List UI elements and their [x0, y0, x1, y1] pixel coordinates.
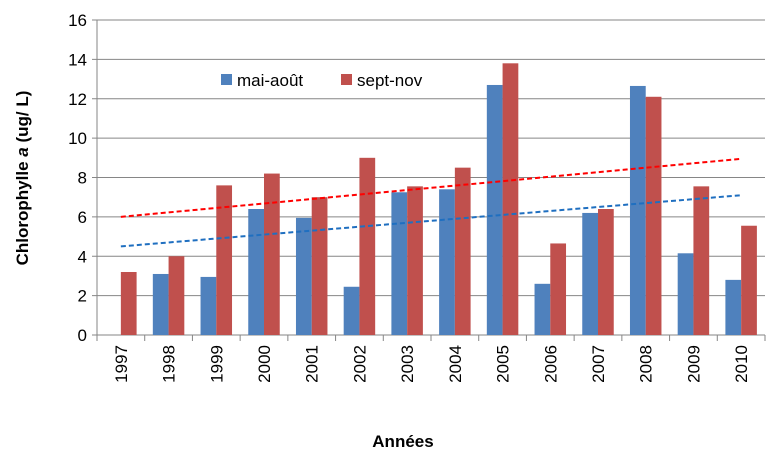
bar [248, 209, 264, 335]
bar [295, 217, 312, 335]
bar [582, 212, 598, 335]
bar [502, 63, 519, 335]
bar [725, 279, 742, 335]
x-tick-label: 2002 [350, 345, 369, 383]
x-tick-label: 2006 [541, 345, 560, 383]
y-title-part: Chlorophylle [13, 161, 32, 265]
bar [391, 192, 408, 335]
x-tick-label: 1999 [207, 345, 226, 383]
bar [359, 157, 376, 335]
x-tick-label: 1998 [160, 345, 179, 383]
y-tick-label: 6 [78, 208, 87, 227]
y-axis-title: Chlorophylle a (ug/ L) [13, 91, 32, 266]
bar [741, 225, 757, 335]
y-title-part: (ug/ L) [13, 91, 32, 143]
bar [486, 84, 503, 335]
y-tick-label: 8 [78, 169, 87, 188]
y-tick-label: 16 [68, 11, 87, 30]
bar [200, 276, 217, 335]
bar [407, 186, 423, 335]
bar [168, 256, 185, 335]
bar [693, 186, 710, 335]
legend-swatch [341, 74, 352, 85]
x-tick-label: 2005 [494, 345, 513, 383]
y-tick-label: 0 [78, 326, 87, 345]
bar [598, 209, 614, 335]
bar [120, 272, 137, 335]
bar [311, 197, 328, 335]
y-tick-label: 14 [68, 50, 87, 69]
y-tick-label: 12 [68, 90, 87, 109]
bar [454, 167, 471, 335]
bar [534, 283, 551, 335]
bar [439, 189, 455, 335]
x-tick-label: 2000 [255, 345, 274, 383]
y-tick-label: 10 [68, 129, 87, 148]
bar [152, 273, 169, 335]
x-tick-label: 2010 [732, 345, 751, 383]
y-tick-label: 2 [78, 287, 87, 306]
x-tick-label: 1997 [112, 345, 131, 383]
y-tick-label: 4 [78, 247, 87, 266]
legend-swatch [221, 74, 232, 85]
x-tick-label: 2004 [446, 345, 465, 383]
x-tick-label: 2009 [684, 345, 703, 383]
bar [677, 253, 694, 335]
bar [216, 185, 233, 335]
x-tick-label: 2001 [303, 345, 322, 383]
legend-label: mai-août [237, 71, 303, 90]
bar [629, 85, 646, 335]
x-tick-label: 2007 [589, 345, 608, 383]
x-tick-label: 2003 [398, 345, 417, 383]
y-title-part: a [13, 147, 32, 156]
bar [550, 243, 567, 335]
bar [264, 173, 280, 335]
x-tick-label: 2008 [637, 345, 656, 383]
legend-label: sept-nov [357, 71, 423, 90]
bar [645, 96, 662, 335]
bar [343, 286, 360, 335]
x-axis-title: Années [372, 432, 433, 451]
